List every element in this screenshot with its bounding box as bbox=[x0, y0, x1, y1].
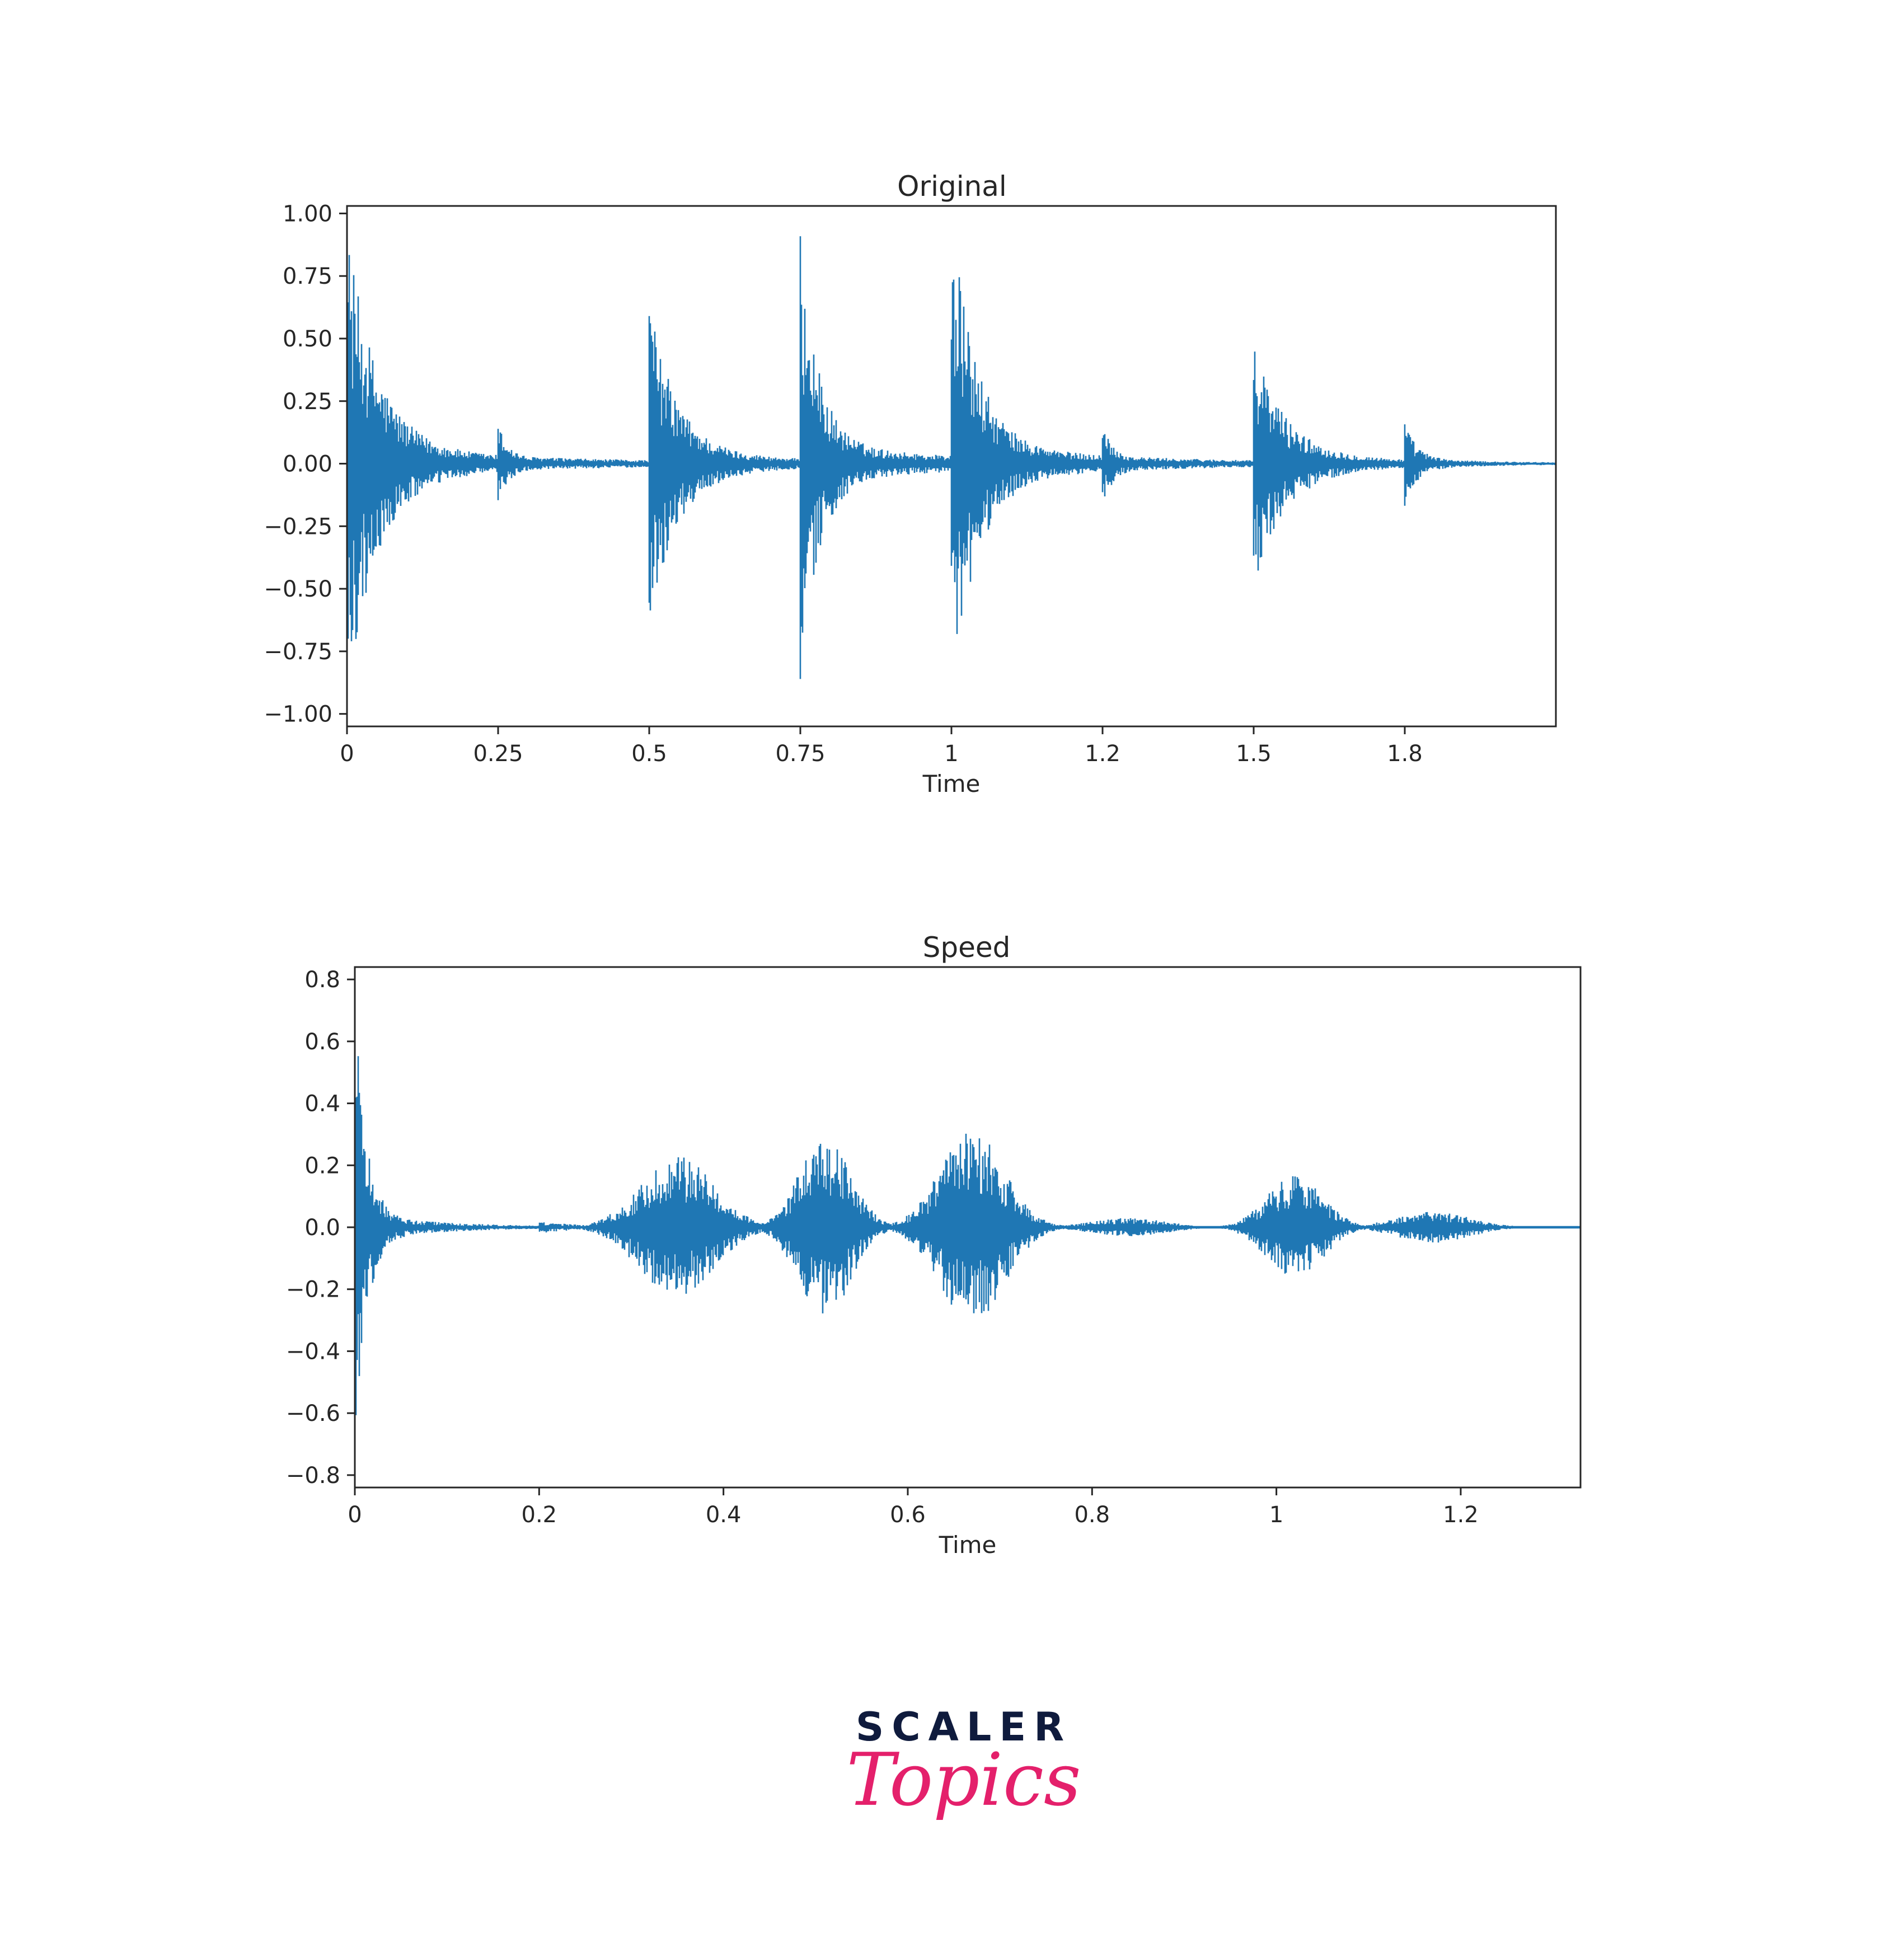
x-axis-label-original: Time bbox=[922, 770, 981, 797]
chart-title-original: Original bbox=[897, 170, 1007, 203]
x-tick-label: 0.8 bbox=[1074, 1502, 1110, 1528]
scaler-topics-logo: SCALER Topics bbox=[846, 1704, 1081, 1822]
x-tick-label: 0.4 bbox=[706, 1502, 742, 1528]
y-axis-speed: 0.8 0.6 0.4 0.2 0.0 −0.2 −0.4 −0.6 −0.8 bbox=[286, 967, 355, 1489]
x-tick-label: 1 bbox=[944, 741, 958, 767]
y-tick-label: −0.50 bbox=[264, 576, 332, 602]
x-tick-label: 0.2 bbox=[522, 1502, 557, 1528]
x-tick-label: 1.8 bbox=[1387, 741, 1423, 767]
x-tick-label: 0.5 bbox=[631, 741, 667, 767]
x-tick-label: 0.75 bbox=[775, 741, 825, 767]
x-tick-label: 1 bbox=[1269, 1502, 1283, 1528]
waveform-speed bbox=[354, 1052, 1582, 1415]
chart-title-speed: Speed bbox=[923, 931, 1011, 964]
x-axis-original: 0 0.25 0.5 0.75 1 1.2 1.5 1.8 bbox=[340, 726, 1423, 767]
logo-scaler-text: SCALER bbox=[856, 1704, 1072, 1750]
x-tick-label: 1.2 bbox=[1085, 741, 1120, 767]
x-axis-speed: 0 0.2 0.4 0.6 0.8 1 1.2 bbox=[348, 1487, 1479, 1528]
x-axis-label-speed: Time bbox=[939, 1531, 997, 1559]
y-tick-label: 1.00 bbox=[283, 201, 332, 227]
chart-original: Original 0 0.25 0.5 0.75 1 1.2 1.5 1.8 1.00 0.75… bbox=[264, 170, 1557, 797]
y-tick-label: −0.25 bbox=[264, 514, 332, 539]
waveform-original bbox=[346, 236, 1557, 679]
y-tick-label: 0.25 bbox=[283, 389, 332, 415]
y-tick-label: 0.75 bbox=[283, 264, 332, 289]
y-tick-label: −0.4 bbox=[286, 1339, 340, 1364]
y-tick-label: 0.00 bbox=[283, 452, 332, 477]
y-tick-label: −0.75 bbox=[264, 639, 332, 665]
x-tick-label: 1.2 bbox=[1443, 1502, 1479, 1528]
y-tick-label: 0.50 bbox=[283, 326, 332, 352]
y-tick-label: −0.6 bbox=[286, 1401, 340, 1426]
y-axis-original: 1.00 0.75 0.50 0.25 0.00 −0.25 −0.50 −0.75 −1.00 bbox=[264, 201, 347, 728]
y-tick-label: −1.00 bbox=[264, 702, 332, 728]
y-tick-label: −0.8 bbox=[286, 1463, 340, 1489]
x-tick-label: 0.25 bbox=[473, 741, 523, 767]
logo-topics-text: Topics bbox=[846, 1737, 1081, 1822]
y-tick-label: 0.6 bbox=[304, 1029, 340, 1055]
x-tick-label: 0 bbox=[340, 741, 354, 767]
y-tick-label: −0.2 bbox=[286, 1277, 340, 1303]
chart-speed: Speed 0 0.2 0.4 0.6 0.8 1 1.2 0.8 0.6 0.4 0.2 0.0 −… bbox=[286, 931, 1582, 1559]
waveform-path bbox=[346, 236, 1557, 679]
y-tick-label: 0.4 bbox=[304, 1091, 340, 1117]
x-tick-label: 1.5 bbox=[1236, 741, 1272, 767]
y-tick-label: 0.2 bbox=[304, 1153, 340, 1179]
x-tick-label: 0 bbox=[348, 1502, 362, 1528]
x-tick-label: 0.6 bbox=[890, 1502, 926, 1528]
y-tick-label: 0.0 bbox=[304, 1215, 340, 1241]
waveform-path bbox=[354, 1052, 1582, 1415]
y-tick-label: 0.8 bbox=[304, 967, 340, 993]
